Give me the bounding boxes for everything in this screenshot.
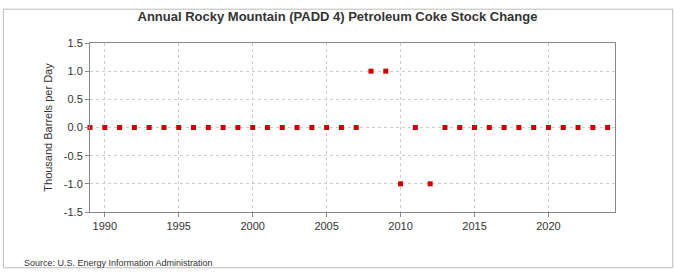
svg-text:2010: 2010 bbox=[388, 220, 412, 232]
svg-text:Thousand Barrels per Day: Thousand Barrels per Day bbox=[42, 63, 54, 192]
svg-text:Source: U.S. Energy Informatio: Source: U.S. Energy Information Administ… bbox=[24, 258, 213, 268]
svg-text:2005: 2005 bbox=[314, 220, 338, 232]
svg-text:-1.0: -1.0 bbox=[64, 178, 83, 190]
svg-text:0.5: 0.5 bbox=[68, 93, 83, 105]
svg-text:Annual Rocky Mountain (PADD 4): Annual Rocky Mountain (PADD 4) Petroleum… bbox=[138, 9, 538, 24]
svg-text:2015: 2015 bbox=[462, 220, 486, 232]
svg-text:1.0: 1.0 bbox=[68, 65, 83, 77]
svg-text:2020: 2020 bbox=[536, 220, 560, 232]
svg-text:-0.5: -0.5 bbox=[64, 150, 83, 162]
svg-text:1.5: 1.5 bbox=[68, 37, 83, 49]
svg-text:1990: 1990 bbox=[93, 220, 117, 232]
svg-text:1995: 1995 bbox=[166, 220, 190, 232]
svg-text:0.0: 0.0 bbox=[68, 121, 83, 133]
svg-text:2000: 2000 bbox=[240, 220, 264, 232]
svg-text:-1.5: -1.5 bbox=[64, 206, 83, 218]
